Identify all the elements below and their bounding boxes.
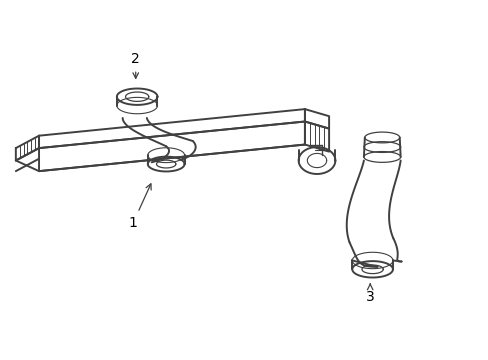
Text: 2: 2: [131, 53, 140, 78]
Text: 3: 3: [365, 284, 374, 304]
Text: 1: 1: [129, 184, 151, 230]
